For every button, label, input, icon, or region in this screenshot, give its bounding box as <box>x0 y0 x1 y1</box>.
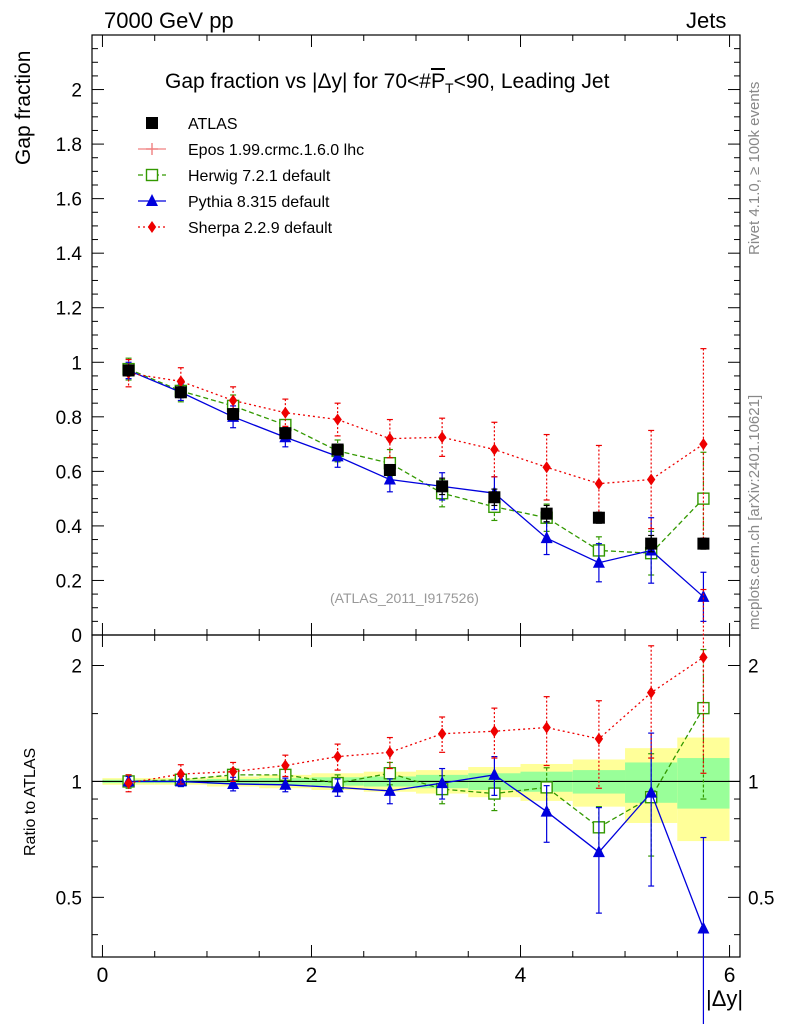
sherpa-point <box>281 406 290 419</box>
y-tick-label: 1.6 <box>56 190 82 211</box>
sherpa-ratio-point <box>228 765 238 778</box>
y-tick-label: 0 <box>71 626 82 647</box>
x-tick-label: 0 <box>97 964 109 987</box>
title-pt-subscript: T <box>445 80 454 97</box>
sherpa-ratio-point <box>646 686 656 699</box>
atlas-point <box>436 480 449 493</box>
sherpa-point <box>333 413 342 426</box>
herwig-ratio-point <box>697 701 710 715</box>
energy-label: 7000 GeV pp <box>104 8 234 33</box>
atlas-point <box>331 443 344 456</box>
y-tick-label: 1.2 <box>56 299 82 320</box>
pythia-point <box>383 472 396 485</box>
legend-marker-atlas <box>146 117 158 129</box>
sherpa-line <box>128 372 704 485</box>
atlas-point <box>592 511 605 524</box>
y-tick-label: 0.2 <box>56 571 82 592</box>
sherpa-ratio-point <box>176 768 186 781</box>
sherpa-ratio-point <box>542 721 551 734</box>
sherpa-point <box>542 461 551 474</box>
ratio-y-tick-label: 0.5 <box>748 888 774 909</box>
y-tick-label: 2 <box>71 81 82 102</box>
y-tick-label: 0.8 <box>56 408 82 429</box>
sherpa-point <box>228 394 238 407</box>
legend-label-sherpa: Sherpa 2.2.9 default <box>188 220 333 237</box>
ratio-y-tick-label: 0.5 <box>56 888 82 909</box>
sherpa-point <box>646 473 656 486</box>
pythia-point <box>592 555 605 568</box>
legend-marker-herwig <box>145 168 159 182</box>
sherpa-ratio-point <box>333 750 342 763</box>
sherpa-ratio-point <box>490 725 499 738</box>
pythia-ratio-point <box>279 777 292 790</box>
ratio-y-tick-label: 2 <box>748 656 759 677</box>
atlas-point <box>488 491 501 504</box>
atlas-point <box>645 537 658 550</box>
x-tick-label: 2 <box>306 964 318 987</box>
herwig-ratio-line <box>128 707 704 829</box>
pythia-ratio-point <box>592 845 605 858</box>
pythia-ratio-point <box>436 776 449 789</box>
sherpa-ratio-point <box>594 732 604 745</box>
title-pt-symbol: P <box>430 70 445 93</box>
ratio-y-tick-label: 1 <box>71 772 82 793</box>
atlas-point <box>383 464 396 476</box>
sherpa-point <box>437 431 447 444</box>
legend-label-atlas: ATLAS <box>188 116 238 133</box>
main-title: Gap fraction vs |Δy| for 70<#PT<90, Lead… <box>165 70 609 96</box>
sherpa-ratio-point <box>437 727 447 740</box>
sherpa-point <box>699 438 708 451</box>
pythia-ratio-point <box>697 921 710 934</box>
pythia-ratio-point <box>645 785 658 798</box>
sherpa-ratio-point <box>124 777 133 790</box>
pythia-ratio-point <box>540 804 553 817</box>
atlas-point <box>697 537 710 550</box>
legend-marker-pythia <box>146 194 158 206</box>
title-suffix: <90, Leading Jet <box>453 70 610 93</box>
y-tick-label: 1.4 <box>56 244 83 265</box>
y-tick-label: 1 <box>71 353 82 374</box>
x-tick-label: 4 <box>515 964 527 987</box>
title-prefix: Gap fraction vs |Δy| for 70<# <box>165 70 431 93</box>
pythia-ratio-point <box>331 780 344 793</box>
pythia-line <box>128 369 704 598</box>
y-tick-label: 0.6 <box>56 462 82 483</box>
sherpa-ratio-line <box>128 656 704 784</box>
x-axis-label: |Δy| <box>706 986 744 1011</box>
herwig-ratio-point <box>383 767 397 780</box>
ratio-y-tick-label: 2 <box>71 656 82 677</box>
atlas-point <box>122 364 135 377</box>
legend-label-epos: Epos 1.99.crmc.1.6.0 lhc <box>188 142 364 159</box>
atlas-point <box>540 507 553 520</box>
sherpa-ratio-point <box>281 759 290 772</box>
pythia-ratio-point <box>383 783 396 796</box>
legend-marker-sherpa <box>147 221 157 233</box>
atlas-point <box>227 408 240 421</box>
ratio-y-tick-label: 1 <box>748 772 759 793</box>
sherpa-point <box>490 443 499 456</box>
x-tick-label: 6 <box>724 964 736 987</box>
sherpa-point <box>176 375 186 388</box>
herwig-line <box>128 368 704 554</box>
sherpa-point <box>594 477 604 490</box>
pythia-ratio-point <box>488 767 501 780</box>
legend-label-herwig: Herwig 7.2.1 default <box>188 168 331 185</box>
sherpa-ratio-point <box>699 651 708 664</box>
category-label: Jets <box>686 8 727 33</box>
analysis-reference: (ATLAS_2011_I917526) <box>330 590 479 606</box>
pythia-ratio-point <box>227 776 240 789</box>
pythia-point <box>697 589 710 602</box>
atlas-point <box>174 386 187 399</box>
legend-label-pythia: Pythia 8.315 default <box>188 194 330 211</box>
y-tick-label: 1.8 <box>56 135 82 156</box>
y-tick-label: 0.4 <box>56 517 83 538</box>
pythia-ratio-line <box>128 774 705 929</box>
sherpa-ratio-point <box>385 746 395 759</box>
atlas-point <box>279 427 292 440</box>
sherpa-point <box>385 432 395 445</box>
pythia-point <box>540 531 553 544</box>
